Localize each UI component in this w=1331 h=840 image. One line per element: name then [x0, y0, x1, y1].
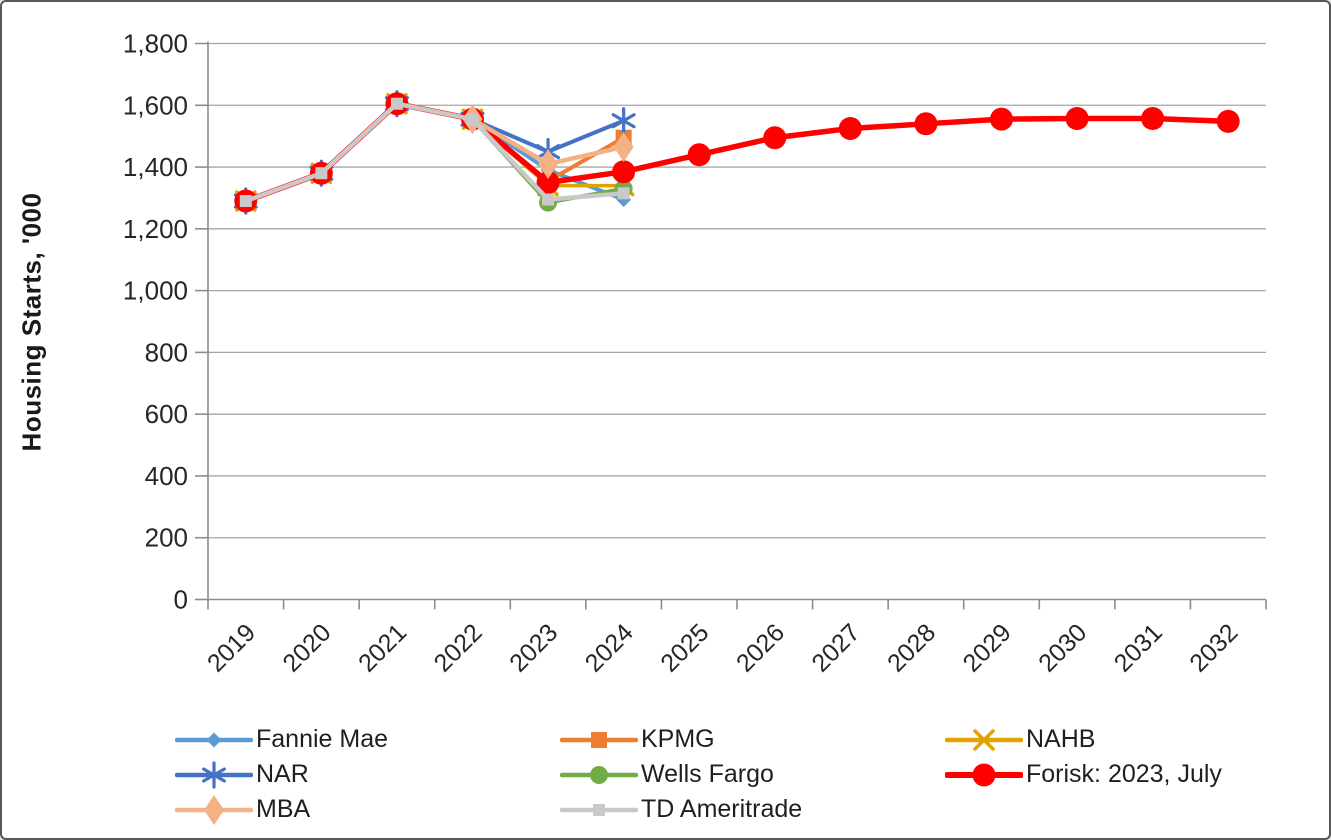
legend-marker-kpmg-icon	[560, 731, 638, 748]
legend-item-nahb: NAHB	[945, 722, 1329, 757]
x-tick-label: 2023	[504, 618, 563, 677]
y-tick-label: 400	[145, 461, 188, 491]
y-tick-label: 1,000	[123, 276, 188, 306]
legend-marker-nahb-icon	[945, 728, 1023, 751]
x-tick-label: 2024	[580, 618, 639, 677]
legend-marker-wells-fargo-icon	[560, 765, 638, 784]
legend-item-nar: NAR	[175, 757, 560, 792]
x-tick-label: 2020	[277, 618, 336, 677]
y-axis-title: Housing Starts, '000	[16, 192, 47, 452]
legend-marker-fannie-mae-icon	[175, 732, 253, 747]
y-tick-label: 1,400	[123, 152, 188, 182]
legend-label-nahb: NAHB	[1026, 725, 1096, 753]
chart-legend: Fannie Mae KPMG NAHB NAR Wells Fargo For…	[175, 722, 1329, 827]
legend-marker-mba-icon	[175, 794, 253, 825]
y-axis-labels: 0 200 400 600 800 1,000 1,200 1,400 1,600 1,800	[123, 29, 188, 615]
x-tick-label: 2028	[882, 618, 941, 677]
y-tick-label: 1,600	[123, 90, 188, 120]
x-tick-label: 2027	[806, 618, 865, 677]
x-tick-label: 2025	[655, 618, 714, 677]
axes	[195, 41, 1267, 610]
legend-item-forisk: Forisk: 2023, July	[945, 757, 1329, 792]
x-tick-label: 2019	[202, 618, 261, 677]
legend-label-wells-fargo: Wells Fargo	[641, 760, 774, 788]
legend-label-fannie-mae: Fannie Mae	[256, 725, 389, 753]
x-tick-label: 2030	[1033, 618, 1092, 677]
x-tick-label: 2032	[1184, 618, 1243, 677]
legend-label-nar: NAR	[256, 760, 309, 788]
x-axis-labels: 2019 2020 2021 2022 2023 2024 2025 2026 2027 2028…	[202, 618, 1244, 677]
legend-label-mba: MBA	[256, 795, 311, 823]
legend-item-fannie-mae: Fannie Mae	[175, 722, 560, 757]
legend-marker-nar-icon	[175, 760, 253, 789]
legend-label-kpmg: KPMG	[641, 725, 715, 753]
legend-label-forisk: Forisk: 2023, July	[1026, 760, 1222, 788]
y-tick-label: 1,200	[123, 214, 188, 244]
x-tick-label: 2031	[1109, 618, 1168, 677]
legend-marker-td-ameritrade-icon	[560, 803, 638, 816]
x-tick-label: 2029	[958, 618, 1017, 677]
series-td-ameritrade	[239, 97, 630, 208]
x-tick-label: 2021	[353, 618, 412, 677]
y-tick-label: 1,800	[123, 29, 188, 59]
y-tick-label: 800	[145, 337, 188, 367]
y-tick-label: 600	[145, 399, 188, 429]
x-tick-label: 2026	[731, 618, 790, 677]
legend-item-wells-fargo: Wells Fargo	[560, 757, 945, 792]
legend-item-td-ameritrade: TD Ameritrade	[560, 792, 945, 827]
legend-item-mba: MBA	[175, 792, 560, 827]
legend-marker-forisk-icon	[945, 763, 1023, 786]
y-tick-label: 200	[145, 523, 188, 553]
legend-label-td-ameritrade: TD Ameritrade	[641, 795, 803, 823]
x-tick-label: 2022	[429, 618, 488, 677]
legend-item-kpmg: KPMG	[560, 722, 945, 757]
gridlines	[208, 42, 1266, 539]
y-tick-label: 0	[174, 585, 188, 615]
